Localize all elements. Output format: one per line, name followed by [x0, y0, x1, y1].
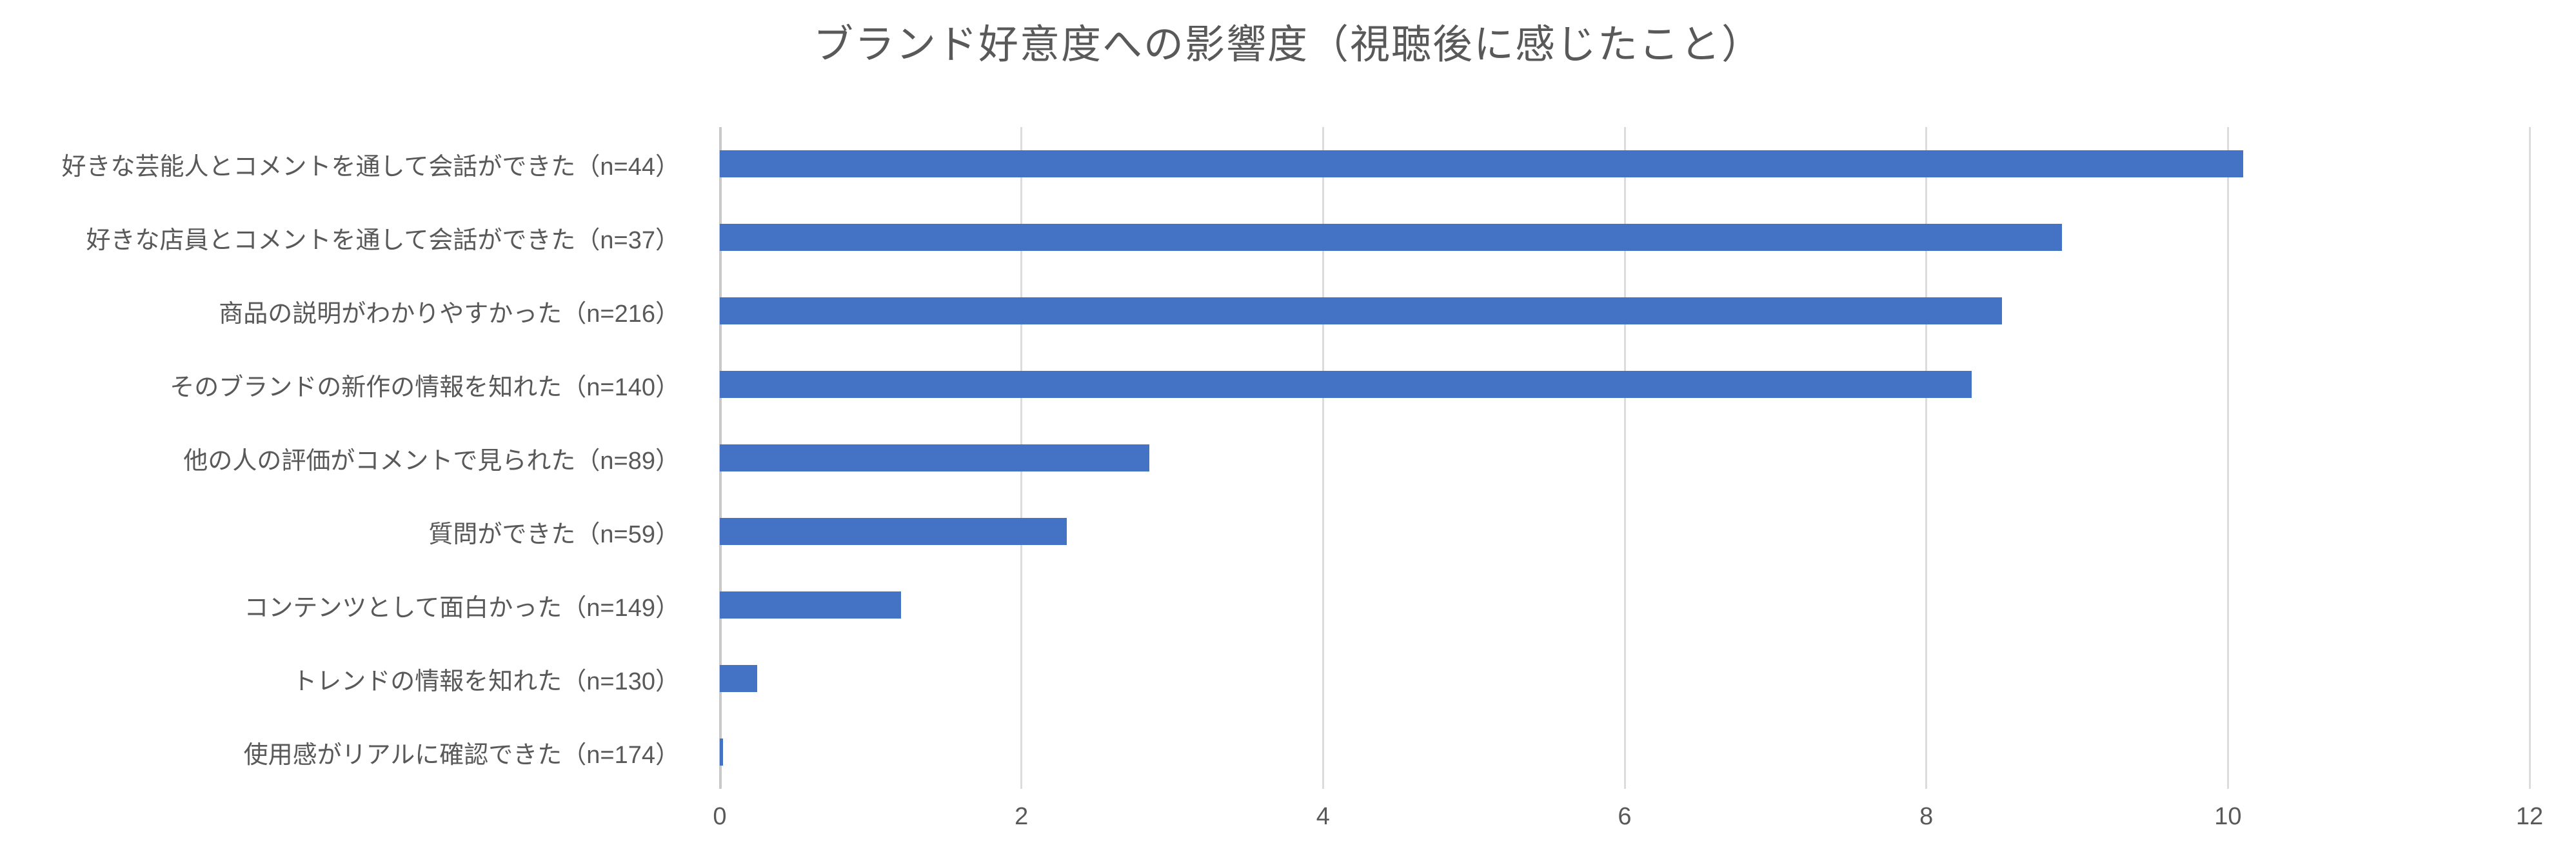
bar-row	[720, 421, 2530, 495]
category-axis-labels: 好きな芸能人とコメントを通して会話ができた（n=44） 好きな店員とコメントを通し…	[0, 127, 680, 789]
category-label: コンテンツとして面白かった（n=149）	[244, 594, 680, 622]
grid-line	[1322, 127, 1324, 789]
x-tick-label: 0	[713, 803, 727, 830]
bar	[720, 665, 758, 692]
category-label: 使用感がリアルに確認できた（n=174）	[243, 741, 680, 769]
category-label: 商品の説明がわかりやすかった（n=216）	[219, 300, 680, 328]
bar	[720, 739, 723, 766]
x-axis-tick-labels: 0 2 4 6 8 10 12	[713, 803, 2543, 842]
bar	[720, 224, 2063, 251]
chart-title: ブランド好意度への影響度（視聴後に感じたこと）	[813, 23, 1763, 67]
category-label: そのブランドの新作の情報を知れた（n=140）	[170, 373, 680, 401]
grid-line	[2528, 127, 2531, 789]
bar-row	[720, 495, 2530, 568]
category-label: トレンドの情報を知れた（n=130）	[292, 668, 680, 695]
x-tick-label: 12	[2515, 803, 2544, 830]
grid-line	[2226, 127, 2229, 789]
category-label: 好きな店員とコメントを通して会話ができた（n=37）	[86, 226, 680, 254]
category-label: 質問ができた（n=59）	[428, 521, 680, 548]
x-tick-label: 8	[1919, 803, 1934, 830]
grid-line	[1925, 127, 1928, 789]
bar-row	[720, 715, 2530, 789]
bar-row	[720, 642, 2530, 715]
x-tick-label: 10	[2214, 803, 2242, 830]
category-label: 他の人の評価がコメントで見られた（n=89）	[183, 447, 680, 475]
bar	[720, 297, 2002, 324]
x-tick-label: 2	[1015, 803, 1029, 830]
x-tick-label: 4	[1316, 803, 1330, 830]
bar	[720, 444, 1150, 471]
bar	[720, 518, 1067, 545]
category-label: 好きな芸能人とコメントを通して会話ができた（n=44）	[61, 153, 680, 181]
bar-row	[720, 274, 2530, 348]
plot-area	[718, 127, 2531, 789]
bar	[720, 371, 1972, 398]
bar-row	[720, 201, 2530, 274]
bar	[720, 150, 2243, 177]
bar-row	[720, 568, 2530, 642]
bar-row	[720, 127, 2530, 201]
bar-row	[720, 348, 2530, 421]
x-tick-label: 6	[1618, 803, 1632, 830]
bar	[720, 591, 901, 619]
grid-line	[1623, 127, 1626, 789]
